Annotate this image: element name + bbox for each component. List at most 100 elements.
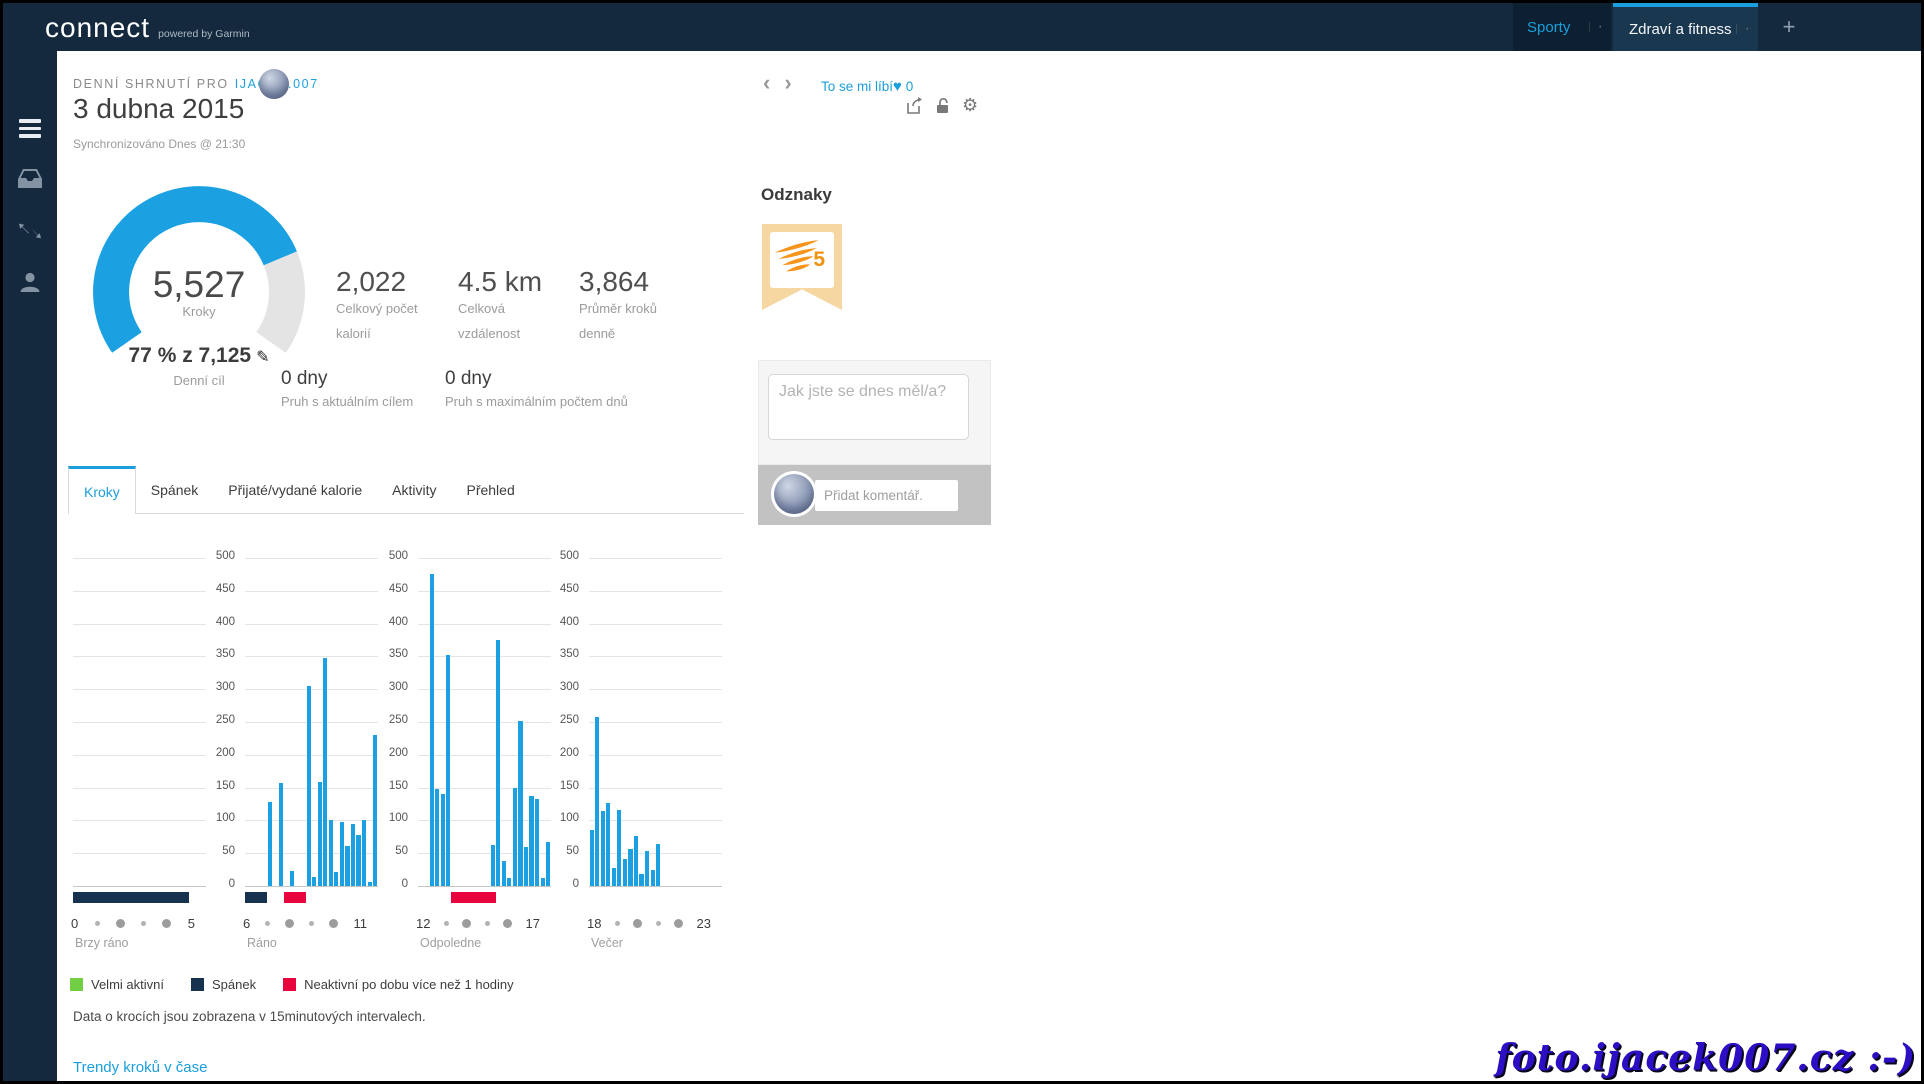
hour-label: 17	[525, 915, 540, 931]
prev-day-chevron[interactable]: ‹	[763, 70, 771, 95]
chart-bar	[546, 842, 551, 886]
chart-bar	[367, 882, 372, 886]
hour-label: 23	[696, 915, 711, 931]
top-navbar: connect powered by Garmin Sporty · Zdrav…	[3, 3, 1921, 51]
y-axis-label: 150	[388, 779, 408, 792]
chart-gridline	[73, 853, 206, 855]
tab-kroky[interactable]: Kroky	[68, 466, 136, 514]
chart-bar	[512, 787, 517, 886]
nav-tab-health-fitness[interactable]: Zdraví a fitness ·	[1613, 3, 1758, 51]
connect-logo[interactable]: connect powered by Garmin	[45, 12, 250, 44]
add-dashboard-button[interactable]: +	[1782, 14, 1796, 39]
y-axis-label: 150	[215, 779, 235, 792]
detail-tabs: Kroky Spánek Přijaté/vydané kalorie Akti…	[68, 466, 530, 514]
tab-kalorie[interactable]: Přijaté/vydané kalorie	[228, 482, 363, 498]
chart-bar	[496, 640, 501, 886]
stat-avg-steps-label: Průměr kroků denně	[579, 301, 658, 341]
axis-hour-row: 18 23	[587, 911, 711, 935]
chart-bar	[278, 783, 284, 886]
y-axis-label: 450	[559, 582, 579, 595]
badge-number: 5	[813, 248, 825, 271]
chart-gridline	[73, 886, 206, 887]
steps-gauge	[93, 186, 305, 353]
axis-dot	[329, 918, 339, 928]
gear-icon[interactable]: ⚙	[962, 95, 979, 115]
chart-bar	[650, 870, 655, 886]
user-profile-icon[interactable]	[3, 271, 57, 293]
chart-bar	[501, 861, 506, 886]
axis-dot	[484, 920, 490, 926]
chart-gridline	[589, 689, 722, 691]
axis-dot	[115, 918, 125, 928]
y-axis-label: 350	[559, 648, 579, 661]
max-streak-value: 0 dny	[445, 368, 492, 389]
nav-tab-sporty[interactable]: Sporty ·	[1513, 3, 1611, 51]
chart-gridline	[245, 886, 378, 887]
y-axis-label: 0	[228, 878, 235, 890]
share-icon[interactable]	[907, 96, 925, 114]
chart-bar	[628, 849, 633, 886]
chart-gridline	[589, 754, 722, 756]
y-axis-label: 0	[572, 878, 579, 890]
y-axis-label: 500	[388, 550, 408, 562]
stat-calories-value: 2,022	[336, 266, 407, 297]
chart-gridline	[73, 722, 206, 723]
chart-bar	[373, 735, 378, 886]
chart-bar	[633, 836, 639, 886]
inactive-band	[283, 892, 306, 903]
chart-bar	[595, 716, 600, 886]
y-axis-label: 200	[215, 746, 235, 759]
heart-icon: ♥	[893, 78, 902, 95]
panel-caption: Ráno	[247, 936, 277, 950]
unlock-icon[interactable]	[936, 97, 951, 114]
y-axis-label: 50	[222, 845, 235, 858]
y-axis-label: 450	[215, 582, 235, 595]
next-day-chevron[interactable]: ›	[784, 70, 792, 95]
panel-caption: Večer	[591, 936, 623, 950]
steps-trend-link[interactable]: Trendy kroků v čase	[73, 1059, 208, 1076]
y-axis-label: 500	[215, 550, 235, 562]
chart-gridline	[589, 558, 722, 559]
axis-dot	[141, 920, 147, 926]
edit-goal-pencil-icon[interactable]: ✎	[256, 349, 270, 366]
legend-item-inactive: Neaktivní po dobu více než 1 hodiny	[283, 977, 514, 992]
axis-hour-row: 6 11	[243, 911, 367, 935]
chart-gridline	[418, 590, 551, 592]
y-axis-label: 100	[215, 812, 235, 825]
chart-bar	[306, 685, 311, 886]
tab-spanek[interactable]: Spánek	[150, 482, 199, 498]
hamburger-menu-icon[interactable]	[3, 119, 57, 138]
chart-gridline	[245, 787, 378, 789]
tab-aktivity[interactable]: Aktivity	[392, 482, 437, 498]
transfer-arrows-icon[interactable]	[3, 221, 57, 239]
badge-inner: 5	[770, 232, 834, 288]
chart-gridline	[245, 853, 378, 855]
y-axis-label: 250	[559, 714, 579, 726]
nav-tab-dropdown-dot[interactable]: ·	[1588, 19, 1603, 35]
y-axis-label: 50	[566, 845, 579, 858]
axis-dot	[462, 918, 472, 928]
comment-input[interactable]	[815, 480, 958, 511]
panel-caption: Brzy ráno	[75, 936, 129, 950]
chart-gridline	[418, 689, 551, 691]
chart-bar	[518, 720, 523, 886]
chart-gridline	[589, 722, 722, 723]
chart-bar	[435, 788, 440, 886]
axis-dot	[162, 918, 172, 928]
status-textarea[interactable]	[768, 374, 969, 440]
chart-bar	[611, 867, 616, 886]
inbox-tray-icon[interactable]	[3, 169, 57, 188]
chart-gridline	[418, 853, 551, 855]
chart-bar	[334, 871, 339, 886]
user-avatar[interactable]	[259, 69, 289, 99]
chart-bar	[312, 877, 317, 886]
axis-dot	[285, 918, 295, 928]
tab-prehled[interactable]: Přehled	[466, 482, 515, 498]
nav-tab-dropdown-dot[interactable]: ·	[1735, 21, 1750, 37]
chart-gridline	[73, 754, 206, 756]
chart-gridline	[73, 656, 206, 658]
axis-dot	[309, 920, 315, 926]
like-row[interactable]: To se mi líbí♥ 0	[821, 78, 913, 95]
step-badge[interactable]: 5	[762, 224, 842, 310]
